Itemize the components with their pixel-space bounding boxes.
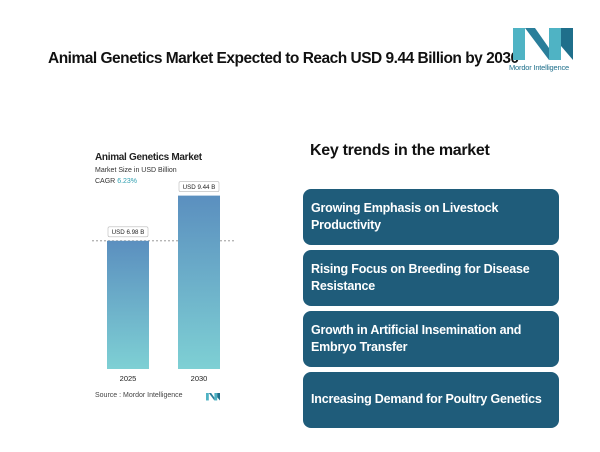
brand-name: Mordor Intelligence — [509, 63, 569, 72]
bar — [107, 240, 149, 369]
data-label: USD 6.98 B — [112, 229, 145, 236]
chart-source: Source : Mordor Intelligence — [95, 392, 183, 399]
page-headline: Animal Genetics Market Expected to Reach… — [48, 50, 519, 67]
cagr-label: CAGR — [95, 178, 116, 185]
source-label: Source : — [95, 392, 122, 399]
chart-subtitle: Market Size in USD Billion — [95, 167, 177, 174]
trend-item: Growth in Artificial Insemination and Em… — [303, 311, 559, 367]
data-label-box — [178, 181, 220, 192]
x-tick-label: 2030 — [191, 374, 208, 383]
x-tick-label: 2025 — [120, 374, 137, 383]
trend-item: Increasing Demand for Poultry Genetics — [303, 372, 559, 428]
trend-item-label: Increasing Demand for Poultry Genetics — [311, 392, 542, 407]
bar — [178, 195, 220, 369]
mordor-small-logo-icon — [206, 393, 220, 401]
trend-item: Growing Emphasis on Livestock Productivi… — [303, 189, 559, 245]
trend-item-label: Growing Emphasis on Livestock Productivi… — [311, 200, 499, 232]
trends-title: Key trends in the market — [310, 142, 490, 159]
source-value: Mordor Intelligence — [123, 392, 183, 399]
chart-title: Animal Genetics Market — [95, 152, 202, 163]
trend-item: Rising Focus on Breeding for Disease Res… — [303, 250, 559, 306]
trend-item-label: Growth in Artificial Insemination and Em… — [311, 322, 522, 354]
mordor-logo-icon — [513, 28, 573, 60]
cagr-value: 6.23% — [117, 178, 138, 185]
data-label: USD 9.44 B — [183, 184, 216, 191]
data-label-box — [107, 226, 149, 238]
brand-logo: Mordor Intelligence — [509, 26, 581, 76]
chart-cagr: CAGR 6.23% — [95, 178, 137, 185]
trend-item-label: Rising Focus on Breeding for Disease Res… — [311, 261, 530, 293]
